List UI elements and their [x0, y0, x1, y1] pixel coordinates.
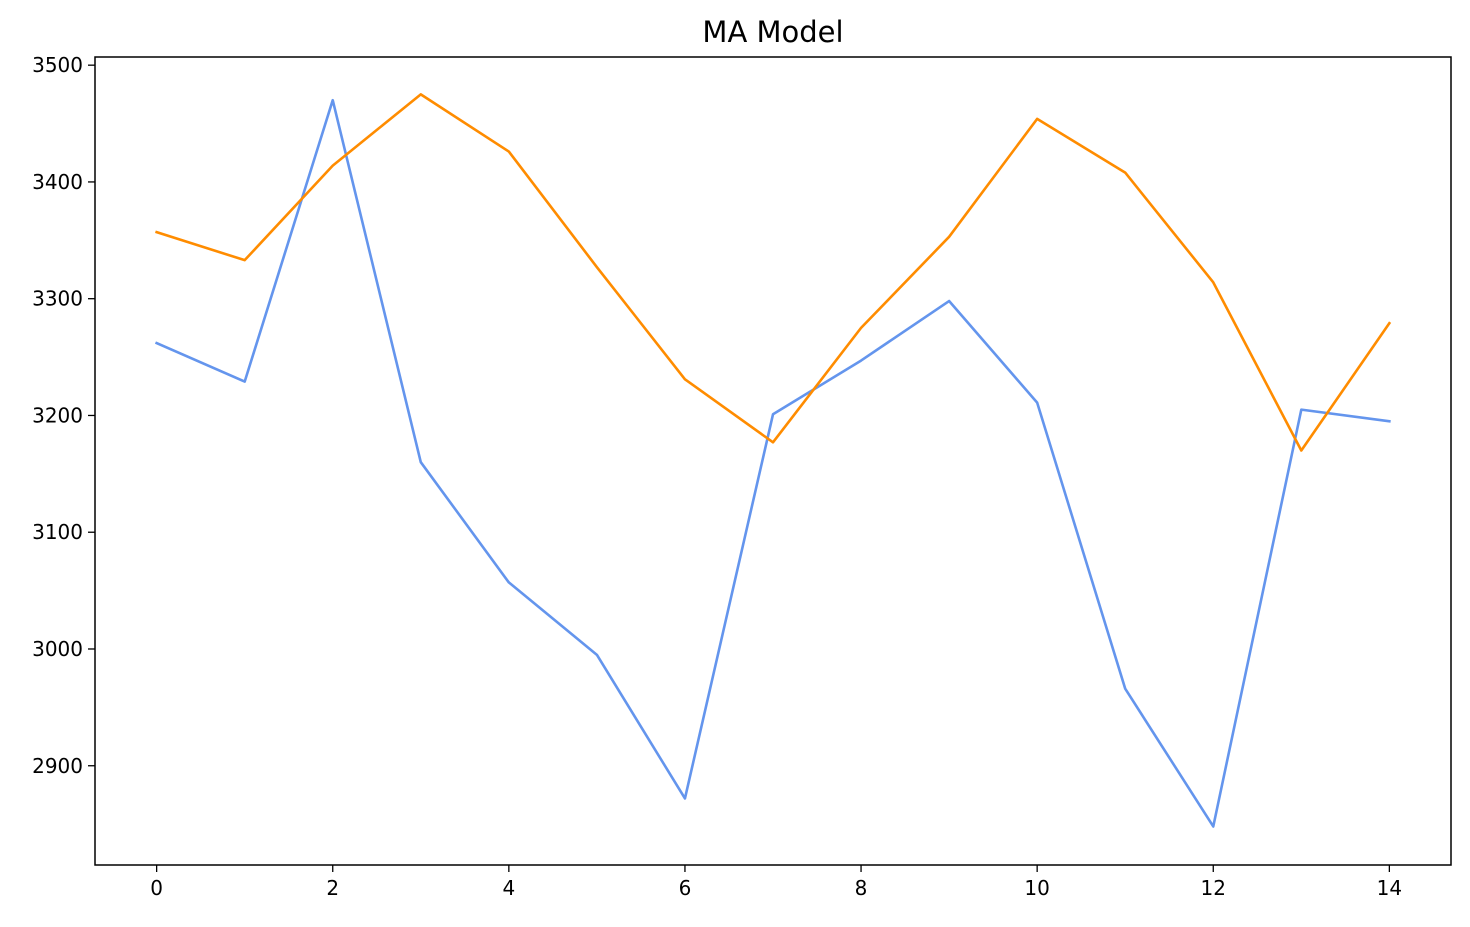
y-tick-label: 2900: [32, 754, 83, 778]
series-line-2: [155, 93, 1392, 452]
y-axis: 2900 3000 3100 3200 3300 3400 3500: [32, 53, 95, 778]
x-tick-label: 2: [326, 876, 339, 900]
x-tick-label: 6: [679, 876, 692, 900]
chart-title: MA Model: [702, 15, 843, 49]
x-tick-label: 14: [1377, 876, 1402, 900]
y-tick-label: 3000: [32, 637, 83, 661]
x-tick-label: 4: [502, 876, 515, 900]
x-tick-label: 10: [1024, 876, 1049, 900]
x-tick-label: 8: [855, 876, 868, 900]
series-layer: [154, 93, 1392, 828]
plot-frame: [94, 56, 1452, 866]
series-line-1: [154, 98, 1391, 828]
x-axis: 0 2 4 6 8 10 12 14: [150, 865, 1402, 900]
x-tick-label: 12: [1201, 876, 1226, 900]
y-tick-label: 3300: [32, 287, 83, 311]
y-tick-label: 3500: [32, 53, 83, 77]
x-tick-label: 0: [150, 876, 163, 900]
y-tick-label: 3400: [32, 170, 83, 194]
y-tick-label: 3100: [32, 520, 83, 544]
y-tick-label: 3200: [32, 403, 83, 427]
